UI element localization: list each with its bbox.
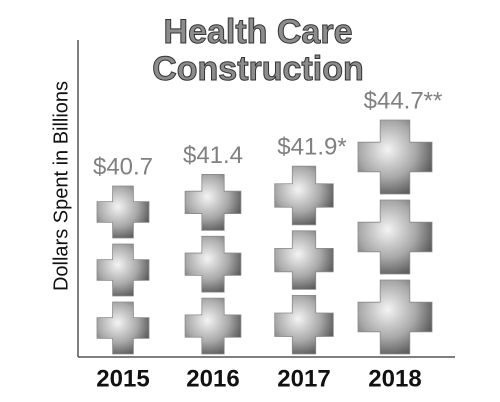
cross-icon [274,295,334,355]
x-tick-label: 2017 [277,365,330,392]
value-label: $40.7 [93,153,153,180]
pictogram-stack [357,119,433,355]
value-label: $41.4 [183,142,243,169]
pictogram-stack [96,185,150,355]
cross-icon [184,174,242,231]
cross-icon [357,199,433,275]
x-tick-label: 2015 [96,365,149,392]
cross-icon [274,165,334,226]
pictogram-stack [274,165,334,355]
x-tick-label: 2018 [368,365,421,392]
chart-title: Construction [152,50,364,88]
pictogram-stack [184,174,242,355]
cross-icon [184,235,242,293]
cross-icon [274,230,334,290]
cross-icon [357,279,433,355]
cross-icon [357,119,433,195]
value-label: $41.9* [277,134,346,161]
cross-icon [96,243,150,297]
cross-icon [96,301,150,355]
chart-title: Health Care [164,13,353,51]
cross-icon [96,185,150,239]
cross-icon [184,297,242,355]
x-tick-label: 2016 [186,365,239,392]
y-axis-label: Dollars Spent in Billions [50,81,72,291]
value-label: $44.7** [364,87,443,114]
